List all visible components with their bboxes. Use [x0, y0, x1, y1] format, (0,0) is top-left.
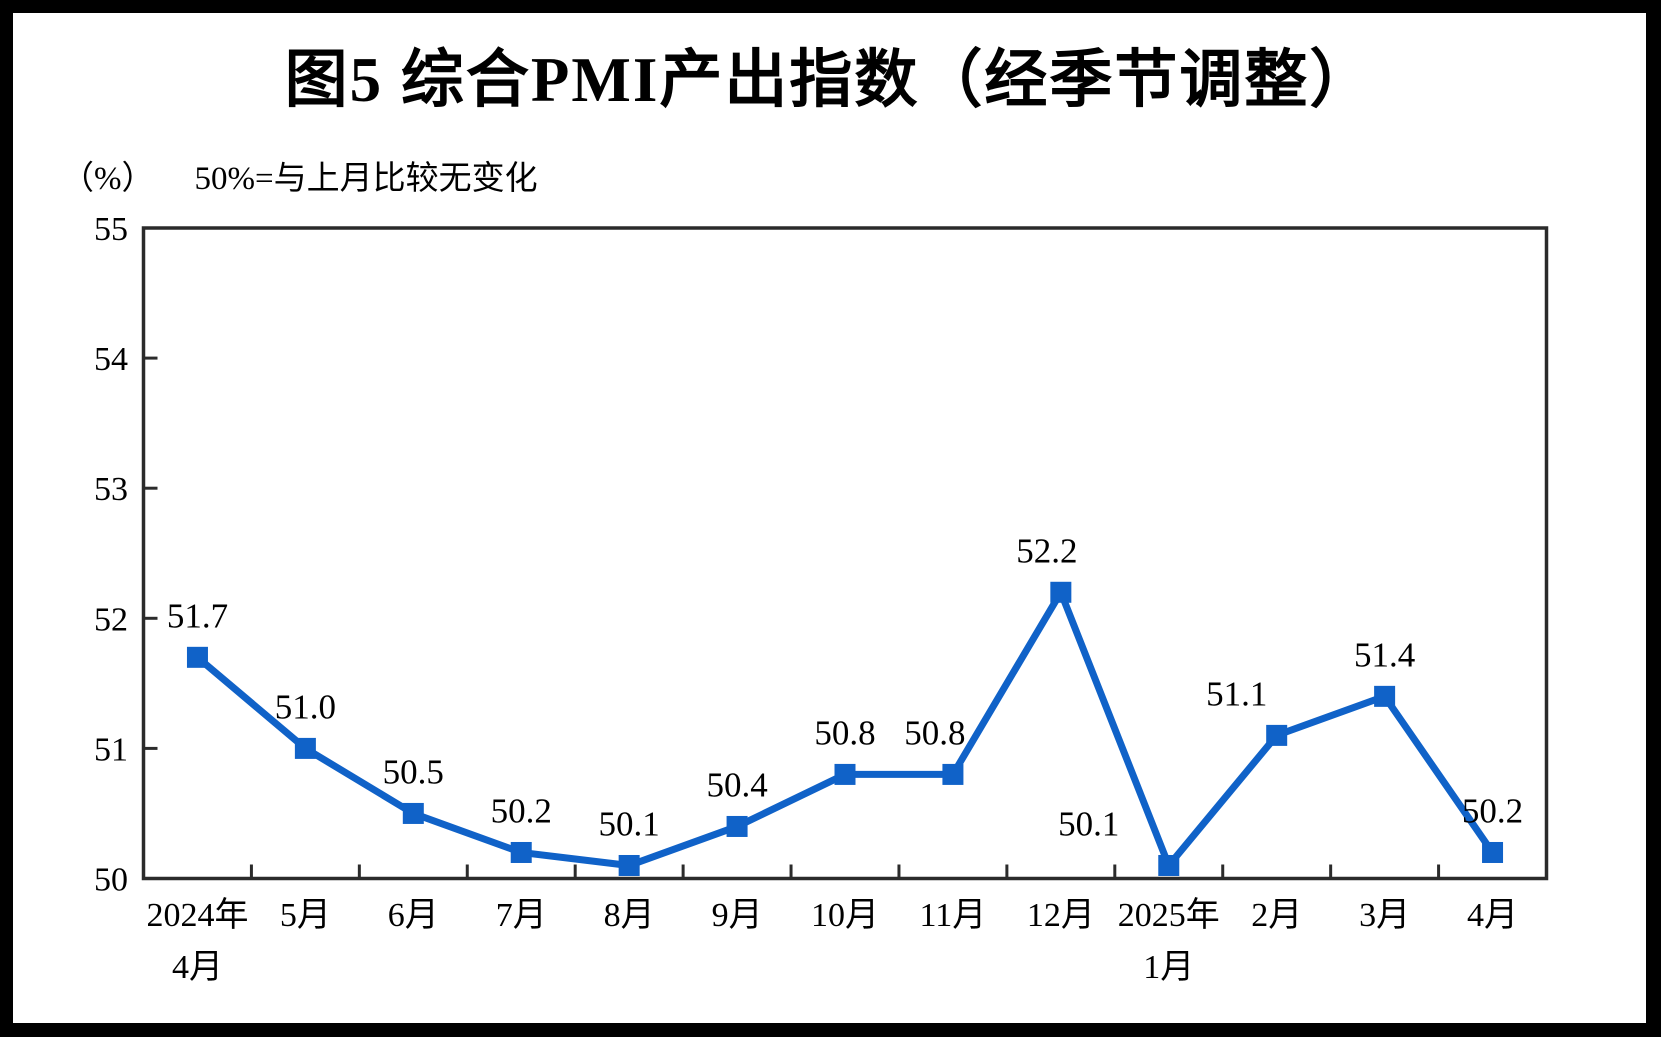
y-axis-tick-label: 54 — [94, 341, 128, 378]
x-axis-label: 8月 — [604, 897, 655, 934]
data-point-marker — [1158, 854, 1180, 876]
data-label: 50.2 — [491, 791, 552, 830]
plot-border — [141, 226, 1549, 881]
data-point-marker — [726, 815, 748, 837]
x-axis-label: 4月 — [172, 949, 223, 986]
data-point-marker — [834, 763, 856, 785]
data-label: 51.7 — [167, 596, 228, 635]
data-label: 50.8 — [904, 713, 965, 752]
data-label: 52.2 — [1016, 531, 1077, 570]
data-point-marker — [1050, 581, 1072, 603]
chart-canvas: 图5 综合PMI产出指数（经季节调整） （%） 50%=与上月比较无变化 — [13, 13, 1646, 1023]
data-point-marker — [1266, 724, 1288, 746]
data-label: 50.5 — [383, 752, 444, 791]
data-label: 50.2 — [1462, 791, 1523, 830]
x-axis-label: 10月 — [811, 897, 879, 934]
chart-title: 图5 综合PMI产出指数（经季节调整） — [284, 45, 1375, 115]
data-label: 50.8 — [814, 713, 875, 752]
data-point-marker — [294, 737, 316, 759]
x-axis-label: 1月 — [1143, 949, 1194, 986]
y-axis-tick-label: 52 — [94, 601, 128, 638]
y-axis-tick-label: 51 — [94, 731, 128, 768]
data-point-marker — [618, 854, 640, 876]
x-axis-label: 2025年 — [1118, 896, 1220, 934]
data-label: 51.4 — [1354, 635, 1415, 674]
x-axis-label: 6月 — [388, 897, 439, 934]
data-point-marker — [402, 802, 424, 824]
data-label: 51.1 — [1206, 674, 1267, 713]
x-axis-label: 7月 — [496, 897, 547, 934]
data-label: 50.1 — [599, 804, 660, 843]
x-axis-label: 11月 — [920, 897, 987, 934]
data-point-marker — [1374, 685, 1396, 707]
chart-subtitle-row: （%） 50%=与上月比较无变化 — [61, 151, 538, 199]
x-axis-label: 4月 — [1467, 897, 1518, 934]
x-axis-label: 5月 — [280, 897, 331, 934]
y-axis-unit-label: （%） — [61, 161, 155, 197]
x-axis-label: 9月 — [712, 897, 763, 934]
y-axis-tick-label: 55 — [94, 211, 128, 248]
data-point-marker — [510, 841, 532, 863]
data-label: 50.1 — [1058, 804, 1119, 843]
y-axis-tick-label: 53 — [94, 471, 128, 508]
data-point-marker — [942, 763, 964, 785]
data-point-marker — [1482, 841, 1504, 863]
data-point-marker — [186, 646, 208, 668]
chart-note: 50%=与上月比较无变化 — [194, 161, 538, 197]
data-label: 51.0 — [275, 687, 336, 726]
y-axis-tick-label: 50 — [94, 862, 128, 899]
x-axis-label: 2月 — [1251, 897, 1302, 934]
data-label: 50.4 — [706, 765, 767, 804]
x-axis-label: 3月 — [1359, 897, 1410, 934]
x-axis-label: 2024年 — [146, 896, 248, 934]
x-axis-label: 12月 — [1027, 897, 1095, 934]
